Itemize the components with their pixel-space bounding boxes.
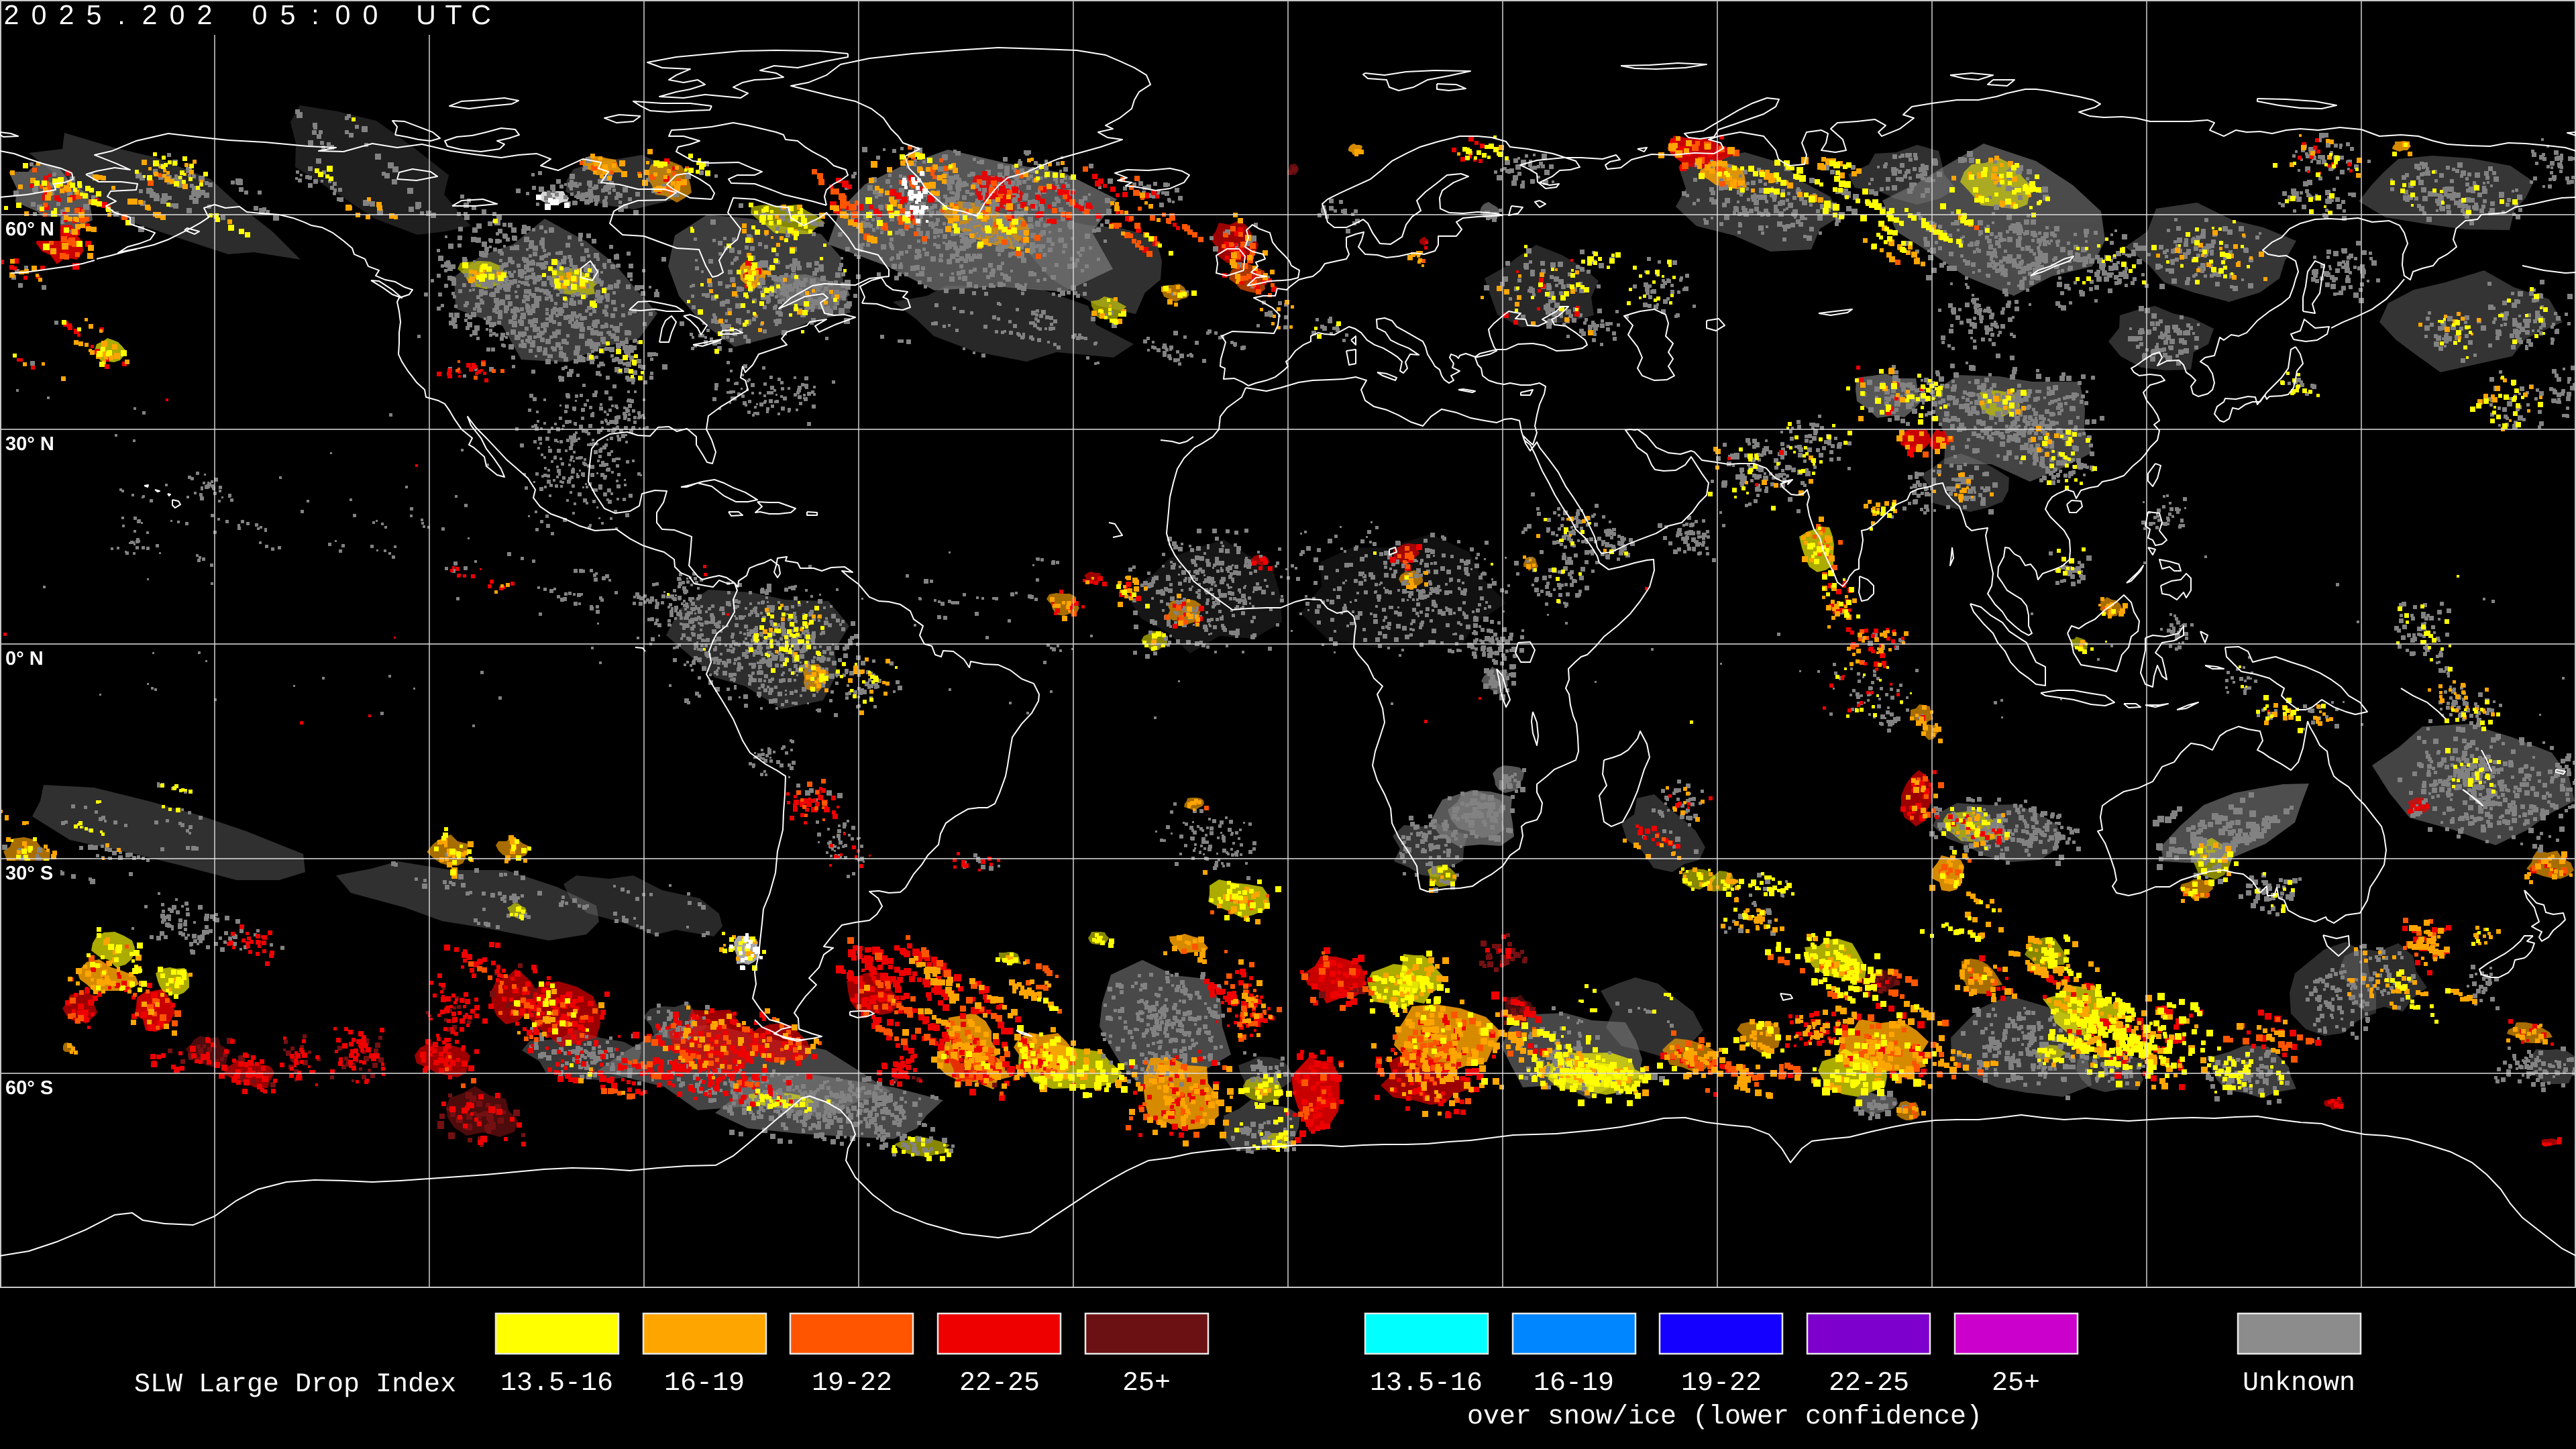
- svg-text:Unknown: Unknown: [2243, 1368, 2355, 1399]
- svg-text:30° N: 30° N: [5, 433, 54, 455]
- svg-text:60° S: 60° S: [5, 1077, 53, 1099]
- svg-text:5: 5: [280, 0, 296, 30]
- svg-text:0° N: 0° N: [5, 648, 44, 669]
- svg-text:0: 0: [363, 0, 378, 30]
- svg-text:2: 2: [197, 0, 213, 30]
- svg-text:25+: 25+: [1992, 1368, 2040, 1399]
- svg-text:2: 2: [4, 0, 19, 30]
- svg-text:22-25: 22-25: [1829, 1368, 1909, 1399]
- svg-text:25+: 25+: [1122, 1368, 1171, 1399]
- svg-text:13.5-16: 13.5-16: [1370, 1368, 1483, 1399]
- svg-text:C: C: [471, 0, 491, 30]
- svg-text:over snow/ice (lower confidenc: over snow/ice (lower confidence): [1467, 1402, 1982, 1432]
- svg-text:SLW Large Drop Index: SLW Large Drop Index: [134, 1370, 456, 1400]
- svg-text::: :: [311, 0, 319, 30]
- svg-text:60° N: 60° N: [5, 219, 54, 240]
- svg-text:16-19: 16-19: [1534, 1368, 1614, 1399]
- svg-text:5: 5: [87, 0, 102, 30]
- svg-text:0: 0: [335, 0, 351, 30]
- svg-text:16-19: 16-19: [664, 1368, 745, 1399]
- svg-text:30° S: 30° S: [5, 863, 53, 884]
- svg-text:0: 0: [32, 0, 47, 30]
- svg-text:U: U: [416, 0, 436, 30]
- svg-text:0: 0: [170, 0, 185, 30]
- svg-text:.: .: [117, 0, 125, 30]
- svg-text:T: T: [445, 0, 462, 30]
- svg-text:19-22: 19-22: [812, 1368, 892, 1399]
- svg-text:0: 0: [252, 0, 268, 30]
- svg-text:13.5-16: 13.5-16: [500, 1368, 613, 1399]
- svg-text:19-22: 19-22: [1681, 1368, 1762, 1399]
- svg-text:22-25: 22-25: [959, 1368, 1040, 1399]
- svg-text:2: 2: [59, 0, 74, 30]
- svg-text:2: 2: [142, 0, 158, 30]
